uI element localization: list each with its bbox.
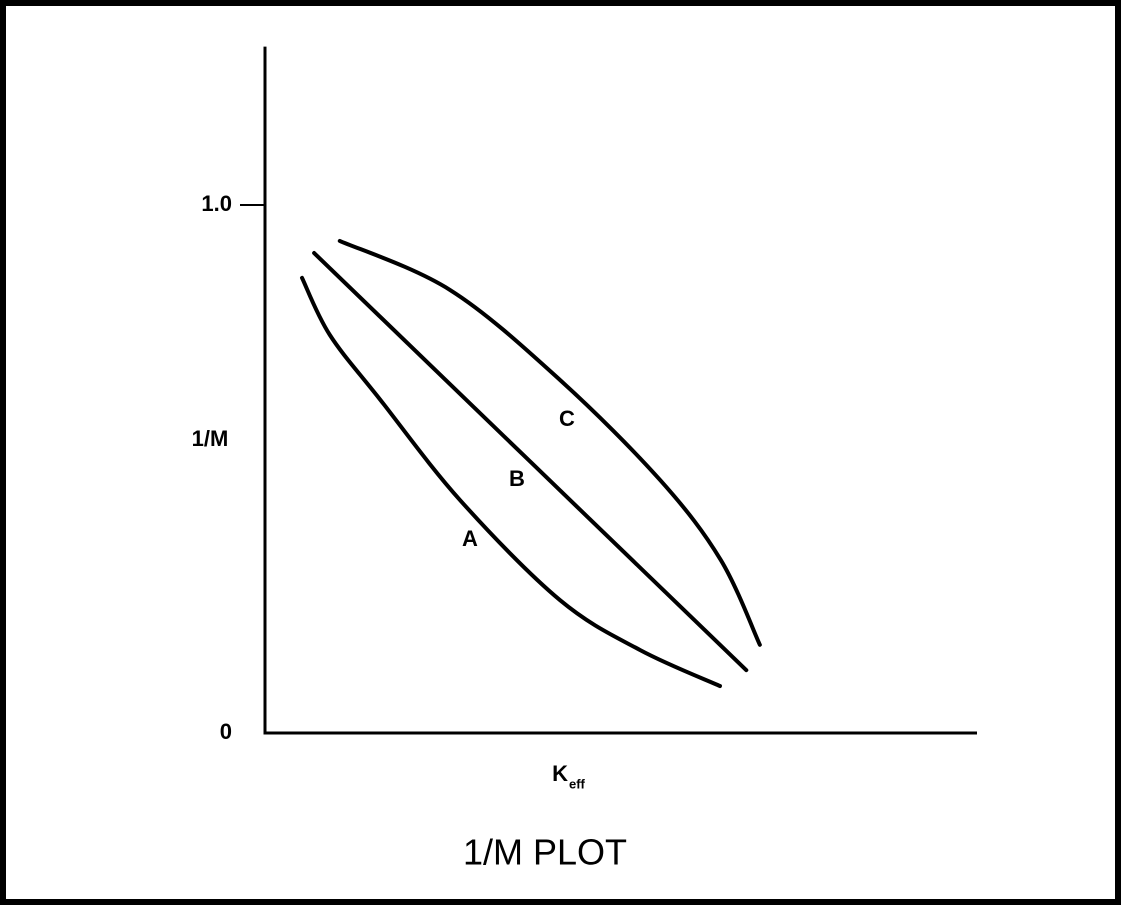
curve — [300, 275, 722, 689]
curve-label: B — [509, 466, 525, 491]
curve-label: A — [462, 526, 478, 551]
chart-title: 1/M PLOT — [463, 832, 627, 873]
y-tick-label: 1.0 — [201, 191, 232, 216]
y-axis-label: 1/M — [192, 426, 229, 451]
x-axis-label-sub: eff — [569, 776, 586, 791]
x-axis-label: K — [552, 761, 568, 786]
curve-label: C — [559, 406, 575, 431]
y-tick-label: 0 — [220, 719, 232, 744]
curve — [312, 251, 749, 673]
curve — [337, 238, 762, 647]
